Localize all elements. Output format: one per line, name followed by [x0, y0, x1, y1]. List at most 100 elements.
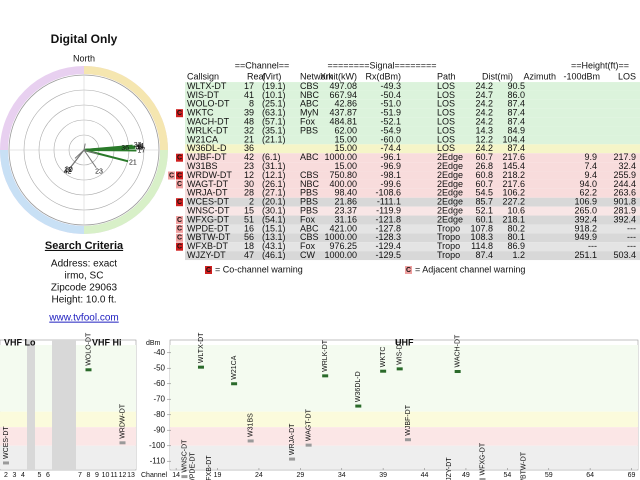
cell-real: 2 — [249, 197, 254, 207]
vhf-hi-label: VHF Hi — [92, 337, 122, 347]
cell-xmit: 976.25 — [329, 241, 357, 251]
cell-los: 281.9 — [613, 205, 636, 215]
cell-real: 39 — [244, 108, 254, 118]
cell-dist: 107.8 — [470, 223, 493, 233]
signal-mark — [380, 369, 387, 373]
cell-path: 2Edge — [437, 161, 463, 171]
site-link[interactable]: www.tvfool.com — [48, 313, 118, 324]
cell-virt: (43.1) — [262, 241, 286, 251]
cell-dist: 24.7 — [475, 90, 493, 100]
vhf-gap — [52, 340, 76, 470]
cell-rx: -50.4 — [380, 90, 401, 100]
cell-network: Fox — [300, 116, 316, 126]
station-label: WBTW-DT — [521, 451, 528, 480]
row-background — [185, 197, 640, 207]
warning-mark: C — [177, 244, 182, 251]
warning-box — [176, 153, 183, 162]
north-label: North — [73, 53, 95, 63]
warning-mark: C — [177, 172, 182, 179]
station-label: W21CA — [231, 355, 238, 379]
warning-mark: C — [177, 217, 182, 224]
cell-virt: (26.1) — [262, 179, 286, 189]
signal-mark — [289, 457, 296, 461]
cell-los: 244.4 — [613, 179, 636, 189]
cell-dist: 87.4 — [475, 250, 493, 260]
warning-box — [176, 242, 183, 251]
cell-h100: 251.1 — [574, 250, 597, 260]
cell-virt: (27.1) — [262, 188, 286, 198]
cell-dist: 24.2 — [475, 143, 493, 153]
channel-tick: 7 — [78, 472, 82, 479]
cell-network: NBC — [300, 179, 320, 189]
cell-xmit: 400.00 — [329, 179, 357, 189]
cell-xmit: 497.08 — [329, 81, 357, 91]
legend-mark: C — [206, 267, 211, 274]
cell-rx: -96.9 — [380, 161, 401, 171]
cell-path: LOS — [437, 143, 455, 153]
cell-rx: -49.3 — [380, 81, 401, 91]
cell-virt: (54.1) — [262, 214, 286, 224]
cell-h100: 265.0 — [574, 205, 597, 215]
row-background — [185, 171, 640, 180]
cell-xmit: 1000.00 — [324, 152, 357, 162]
cell-real: 41 — [244, 90, 254, 100]
y-tick-label: -100 — [149, 441, 166, 450]
cell-virt: (57.1) — [262, 116, 286, 126]
cell-virt: (30.1) — [262, 205, 286, 215]
warning-mark: C — [177, 235, 182, 242]
cell-callsign: W21CA — [187, 134, 218, 144]
cell-h100: --- — [588, 241, 597, 251]
station-ray — [83, 149, 98, 155]
cell-rx: -96.1 — [380, 152, 401, 162]
cell-callsign: W36DL-D — [187, 143, 227, 153]
signal-mark — [119, 441, 126, 445]
warning-mark: C — [177, 110, 182, 117]
column-header: Dist(mi) — [482, 71, 513, 81]
row-background — [185, 242, 640, 252]
y-tick-label: -40 — [153, 348, 165, 357]
cell-virt: (20.1) — [262, 197, 286, 207]
station-label: WOLO-DT — [85, 332, 92, 366]
cell-azimuth: 104.4 — [502, 134, 525, 144]
cell-callsign: W31BS — [187, 161, 218, 171]
cell-virt: (31.1) — [262, 161, 286, 171]
cell-los: 392.4 — [613, 214, 636, 224]
station-label: W31BS — [248, 413, 255, 437]
warning-mark: C — [177, 199, 182, 206]
legend-mark: C — [406, 267, 411, 274]
cell-network: MyN — [300, 108, 319, 118]
row-background — [185, 179, 640, 189]
station-label: WACH-DT — [455, 334, 462, 368]
cell-callsign: WLTX-DT — [187, 81, 227, 91]
cell-path: LOS — [437, 90, 455, 100]
cell-path: LOS — [437, 99, 455, 109]
row-background — [185, 99, 640, 109]
y-tick-label: -80 — [153, 410, 165, 419]
cell-dist: 14.3 — [475, 125, 493, 135]
column-header: Azimuth — [523, 71, 556, 81]
cell-path: LOS — [437, 108, 455, 118]
cell-virt: (13.1) — [262, 232, 286, 242]
warning-box — [176, 180, 183, 189]
signal-mark — [322, 374, 329, 378]
cell-network: PBS — [300, 197, 318, 207]
signal-mark — [231, 382, 238, 386]
group-header: ========Signal======== — [327, 60, 436, 70]
cell-azimuth: 217.6 — [502, 152, 525, 162]
channel-tick: 2 — [4, 472, 8, 479]
channel-tick: 4 — [21, 472, 25, 479]
cell-los: --- — [627, 223, 636, 233]
cell-dist: 54.5 — [475, 188, 493, 198]
cell-callsign: WCES-DT — [187, 197, 229, 207]
station-ray — [83, 147, 121, 151]
cell-rx: -99.6 — [380, 179, 401, 189]
cell-h100: 949.9 — [574, 232, 597, 242]
signal-mark — [247, 439, 254, 443]
channel-label: Channel — [141, 472, 168, 479]
cell-callsign: WRDW-DT — [187, 170, 232, 180]
cell-rx: -111.1 — [377, 197, 401, 207]
cell-xmit: 31.16 — [334, 214, 357, 224]
cell-path: 2Edge — [437, 170, 463, 180]
warning-mark: C — [177, 226, 182, 233]
